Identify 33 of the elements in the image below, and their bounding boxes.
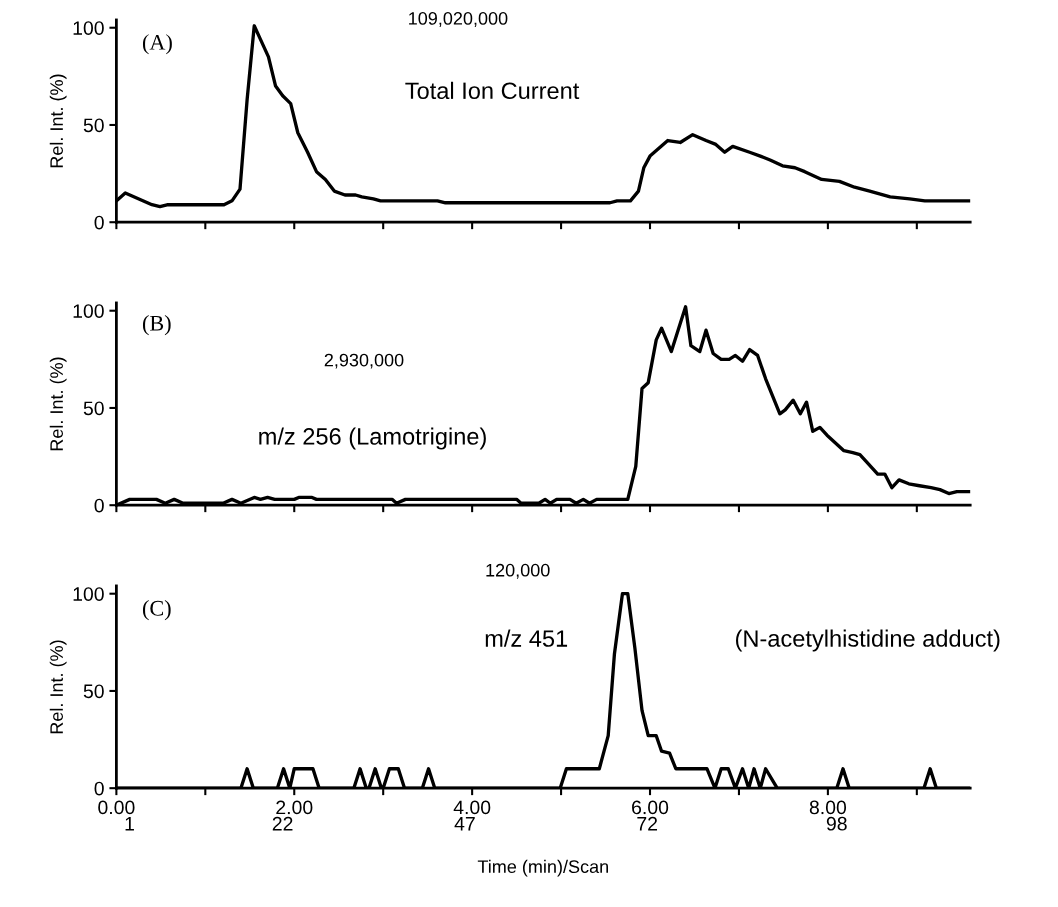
y-tick-label: 50 <box>83 401 104 416</box>
annotation: (B) <box>142 315 171 336</box>
annotation: m/z 451 <box>485 629 568 647</box>
annotation: Total Ion Current <box>405 81 580 100</box>
y-axis-title: Rel. Int. (%) <box>49 640 67 734</box>
y-tick-label: 100 <box>73 21 104 35</box>
annotation: m/z 256 (Lamotrigine) <box>259 427 486 450</box>
annotation: (A) <box>142 34 172 55</box>
x2-tick-label: 47 <box>454 817 475 831</box>
y-tick-label: 50 <box>83 684 104 699</box>
y-tick-label: 100 <box>73 587 104 601</box>
y-axis-title: Rel. Int. (%) <box>49 74 67 168</box>
y-tick-label: 50 <box>83 118 104 133</box>
y-tick-label: 0 <box>94 781 104 796</box>
x2-tick-label: 72 <box>637 816 658 831</box>
x-tick-label: 2.00 <box>276 800 313 815</box>
x2-tick-label: 1 <box>125 817 134 831</box>
x-tick-label: 4.00 <box>453 800 491 815</box>
y-tick-label: 0 <box>94 215 104 230</box>
x2-tick-label: 22 <box>272 816 293 831</box>
annotation: (C) <box>142 600 171 621</box>
annotation: 2,930,000 <box>324 353 404 369</box>
y-tick-label: 100 <box>73 304 104 318</box>
x2-tick-label: 98 <box>826 816 847 831</box>
y-axis-title: Rel. Int. (%) <box>49 357 67 451</box>
x-axis-title: Time (min)/Scan <box>477 859 608 877</box>
y-tick-label: 0 <box>94 498 104 513</box>
x-tick-label: 6.00 <box>632 800 669 815</box>
x-tick-label: 0.00 <box>98 800 135 815</box>
x-tick-label: 8.00 <box>809 800 847 815</box>
annotation: 109,020,000 <box>409 12 508 27</box>
text: 120,000 <box>486 563 550 579</box>
annotation: (N-acetylhistidine adduct) <box>736 629 1000 652</box>
